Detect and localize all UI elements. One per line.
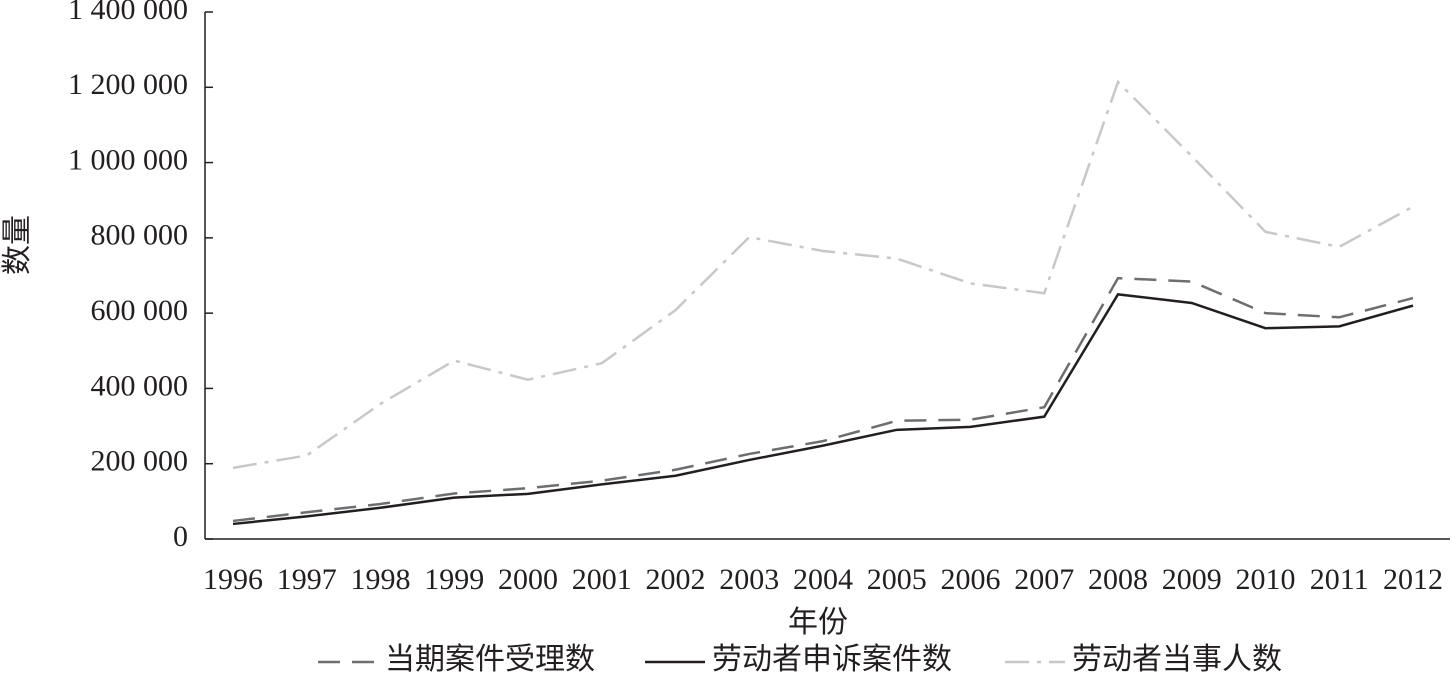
y-tick-label: 200 000 — [91, 445, 189, 478]
x-tick-label: 1998 — [351, 563, 411, 596]
x-tick-label: 2012 — [1383, 563, 1443, 596]
x-tick-label: 2001 — [572, 563, 632, 596]
x-tick-label: 2010 — [1236, 563, 1296, 596]
y-tick-label: 400 000 — [91, 369, 189, 402]
x-axis-label: 年份 — [788, 606, 848, 639]
y-axis-label: 数量 — [1, 215, 34, 275]
x-tick-label: 2009 — [1162, 563, 1222, 596]
y-tick-label: 1 000 000 — [68, 143, 188, 176]
series-line — [232, 79, 1414, 470]
legend-label: 当期案件受理数 — [385, 643, 595, 676]
x-tick-label: 2002 — [646, 563, 706, 596]
y-tick-label: 600 000 — [91, 294, 189, 327]
legend-label: 劳动者当事人数 — [1072, 643, 1282, 676]
x-tick-label: 2011 — [1310, 563, 1369, 596]
x-tick-label: 2004 — [793, 563, 853, 596]
x-tick-label: 1997 — [277, 563, 337, 596]
x-tick-label: 2003 — [719, 563, 779, 596]
y-tick-label: 1 400 000 — [68, 0, 188, 26]
x-tick-label: 1999 — [424, 563, 484, 596]
x-tick-label: 2006 — [941, 563, 1001, 596]
legend-label: 劳动者申诉案件数 — [712, 643, 952, 676]
y-tick-label: 800 000 — [91, 219, 189, 252]
y-tick-label: 0 — [173, 520, 188, 553]
series-line — [232, 276, 1414, 523]
x-tick-label: 2008 — [1088, 563, 1148, 596]
x-tick-label: 2007 — [1014, 563, 1074, 596]
x-tick-label: 2000 — [498, 563, 558, 596]
x-tick-label: 2005 — [867, 563, 927, 596]
y-tick-label: 1 200 000 — [68, 68, 188, 101]
x-tick-label: 1996 — [203, 563, 263, 596]
series-line — [232, 292, 1414, 526]
